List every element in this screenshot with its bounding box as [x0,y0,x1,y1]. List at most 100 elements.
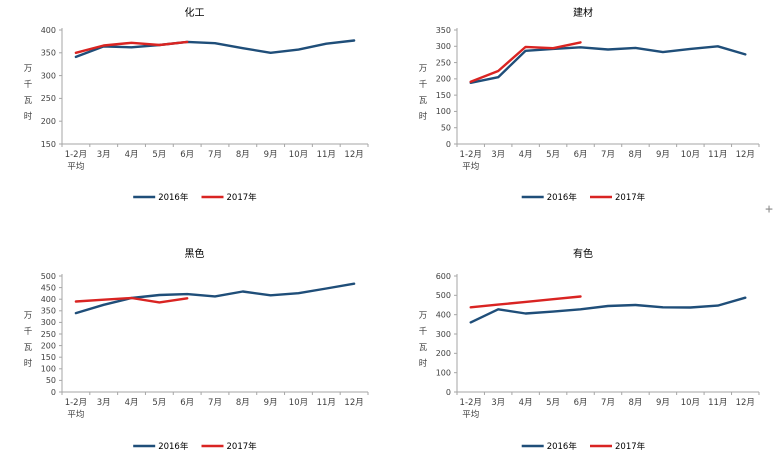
series-line-2016年[interactable] [74,39,356,59]
legend-item-2017年[interactable]: 2017年 [590,441,646,452]
x-tick-label: 4月 [519,150,533,160]
y-axis-title-char: 千 [24,79,33,90]
x-tick-label: 3月 [97,398,111,408]
series-line-2017年[interactable] [74,40,189,54]
y-tick-label: 250 [436,58,451,67]
x-tick-label: 12月 [736,150,755,160]
x-tick-label: 6月 [574,150,588,160]
x-tick-label: 1-2月 [65,150,87,160]
chart-title: 有色 [573,247,593,260]
x-tick-label: 7月 [208,398,222,408]
legend-label: 2017年 [615,441,646,452]
y-tick-label: 500 [436,291,451,300]
chart-building-materials[interactable]: 建材 0 50 100 150 200 250 300 350 1-2月 平均 3月 4月 5月 6月 7月 8… [389,0,777,232]
chart-nonferrous[interactable]: 有色 0 100 200 300 400 500 600 1-2月 平均 3月 4月 5月 6月 7月 8月 9… [389,240,777,462]
y-tick-label: 50 [46,376,56,385]
legend-item-2016年[interactable]: 2016年 [521,441,578,452]
y-tick-label: 250 [41,94,56,103]
y-axis-title-char: 瓦 [24,343,33,353]
y-tick-label: 500 [41,272,56,281]
y-axis-title-char: 千 [24,326,33,337]
y-axis-title-char: 时 [419,111,428,122]
legend-item-2016年[interactable]: 2016年 [521,192,578,203]
y-tick-label: 400 [41,295,56,304]
x-tick-label: 1-2月 [460,398,482,408]
legend-item-2017年[interactable]: 2017年 [201,192,258,203]
y-tick-label: 150 [41,353,56,362]
legend-item-2017年[interactable]: 2017年 [201,441,258,452]
x-tick-label: 5月 [152,150,166,160]
y-tick-label: 450 [41,283,56,292]
y-axis-title-char: 万 [24,311,33,321]
y-tick-label: 300 [41,318,56,327]
x-tick-label: 5月 [546,150,560,160]
y-tick-label: 300 [41,71,56,80]
y-tick-label: 350 [41,49,56,58]
x-tick-label: 11月 [317,398,336,408]
y-tick-label: 600 [436,272,451,281]
series-line-2017年[interactable] [74,296,189,304]
x-tick-label: 1-2月 [65,398,87,408]
x-tick-label: 平均 [462,409,479,420]
y-tick-label: 250 [41,330,56,339]
x-tick-label: 4月 [125,398,139,408]
y-axis-title-char: 时 [419,358,428,369]
x-tick-label: 8月 [236,398,250,408]
y-tick-label: 150 [436,91,451,100]
series-line-2017年[interactable] [469,41,582,84]
x-tick-label: 7月 [601,398,615,408]
legend-label: 2016年 [158,441,189,452]
y-tick-label: 400 [436,310,451,319]
chart-chemical[interactable]: 化工 150 200 250 300 350 400 1-2月 平均 3月 4月 5月 6月 7月 8月 9月… [0,0,389,232]
x-tick-label: 3月 [97,150,111,160]
x-tick-label: 7月 [208,150,222,160]
x-tick-label: 12月 [344,150,363,160]
legend-item-2016年[interactable]: 2016年 [133,192,189,203]
series-line-2017年[interactable] [469,295,582,309]
y-axis-title-char: 时 [24,358,33,369]
y-axis-title-char: 万 [24,64,33,74]
y-tick-label: 0 [446,388,451,397]
y-axis-title-char: 万 [419,64,428,74]
y-axis-title-char: 瓦 [419,343,428,353]
chart-title: 建材 [573,6,593,19]
legend-item-2017年[interactable]: 2017年 [590,192,646,203]
series-line-2016年[interactable] [74,282,356,315]
x-tick-label: 11月 [708,150,727,160]
cell-cursor-plus-icon: + [765,202,773,217]
legend-item-2016年[interactable]: 2016年 [133,441,189,452]
y-axis-title-char: 万 [419,311,428,321]
y-axis-title-char: 千 [419,326,428,337]
y-tick-label: 400 [41,26,56,35]
series-line-2016年[interactable] [469,45,747,85]
y-tick-label: 350 [41,307,56,316]
chart-ferrous[interactable]: 黑色 0 50 100 150 200 250 300 350 400 450 500 1-2月 平均 3月… [0,240,389,462]
x-tick-label: 平均 [462,161,479,172]
legend-label: 2016年 [158,192,189,203]
x-tick-label: 7月 [601,150,615,160]
y-tick-label: 200 [436,75,451,84]
legend-label: 2016年 [547,192,578,203]
legend-label: 2017年 [615,192,646,203]
y-tick-label: 50 [441,124,451,133]
x-tick-label: 9月 [264,150,278,160]
series-line-2016年[interactable] [469,296,747,324]
y-axis-title-char: 时 [24,111,33,122]
x-tick-label: 10月 [289,398,308,408]
x-tick-label: 10月 [681,398,700,408]
y-axis-title-char: 瓦 [24,96,33,106]
x-tick-label: 11月 [317,150,336,160]
x-tick-label: 9月 [264,398,278,408]
chart-title: 黑色 [185,247,205,260]
x-tick-label: 平均 [67,409,84,420]
x-tick-label: 9月 [656,150,670,160]
x-tick-label: 11月 [708,398,727,408]
y-tick-label: 350 [436,26,451,35]
x-tick-label: 12月 [344,398,363,408]
x-tick-label: 3月 [491,150,505,160]
